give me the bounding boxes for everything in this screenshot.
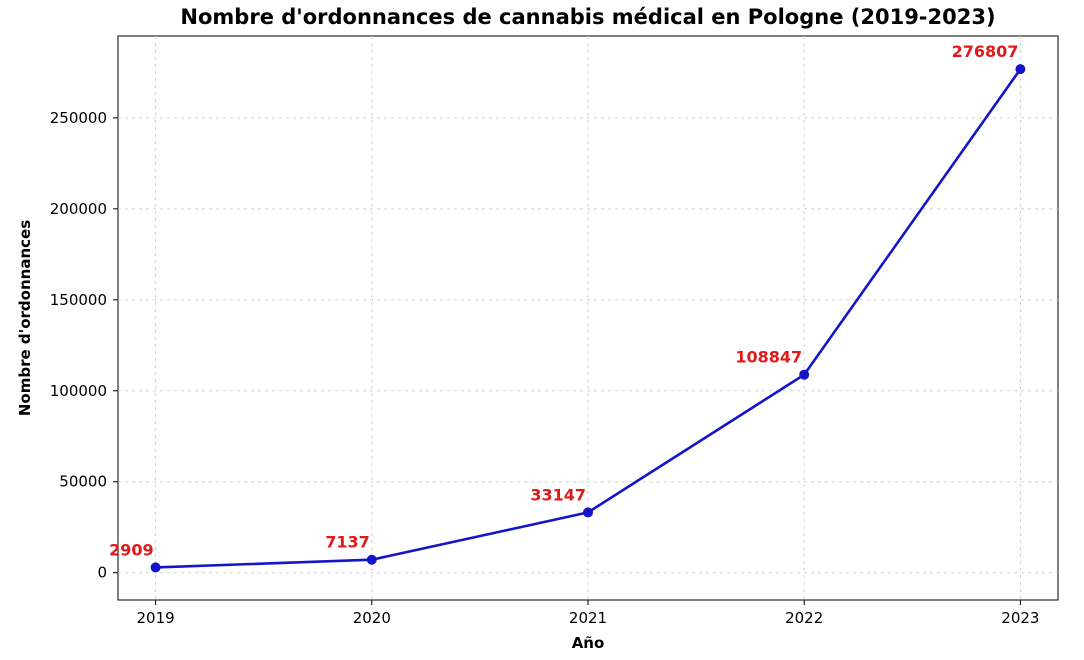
y-tick-label: 200000 [50,200,107,218]
y-tick-label: 50000 [59,473,107,491]
chart-title: Nombre d'ordonnances de cannabis médical… [180,5,995,29]
data-value-label: 33147 [530,485,586,504]
data-value-label: 108847 [735,348,802,367]
y-tick-label: 150000 [50,291,107,309]
y-tick-label: 0 [97,564,107,582]
x-axis-label: Año [572,634,605,652]
data-value-label: 7137 [325,533,370,552]
x-tick-label: 2021 [569,609,607,627]
chart-container: 2019 2020 2021 2022 2023 0 50000 100000 150000 20… [0,0,1084,660]
data-marker [367,555,377,565]
x-tick-label: 2020 [353,609,391,627]
x-tick-label: 2019 [137,609,175,627]
data-value-label: 276807 [952,42,1019,61]
data-marker [151,562,161,572]
y-tick-label: 250000 [50,109,107,127]
x-tick-label: 2022 [785,609,823,627]
data-marker [799,370,809,380]
line-chart: 2019 2020 2021 2022 2023 0 50000 100000 150000 20… [0,0,1084,660]
data-marker [1015,64,1025,74]
y-tick-label: 100000 [50,382,107,400]
x-tick-label: 2023 [1001,609,1039,627]
data-value-label: 2909 [109,540,154,559]
y-axis-label: Nombre d'ordonnances [16,220,34,416]
data-marker [583,507,593,517]
